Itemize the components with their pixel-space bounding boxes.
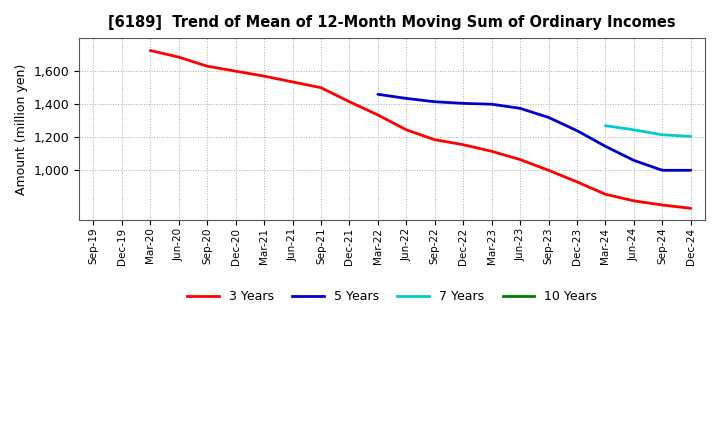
Y-axis label: Amount (million yen): Amount (million yen) — [15, 63, 28, 194]
Title: [6189]  Trend of Mean of 12-Month Moving Sum of Ordinary Incomes: [6189] Trend of Mean of 12-Month Moving … — [108, 15, 676, 30]
Legend: 3 Years, 5 Years, 7 Years, 10 Years: 3 Years, 5 Years, 7 Years, 10 Years — [182, 285, 602, 308]
